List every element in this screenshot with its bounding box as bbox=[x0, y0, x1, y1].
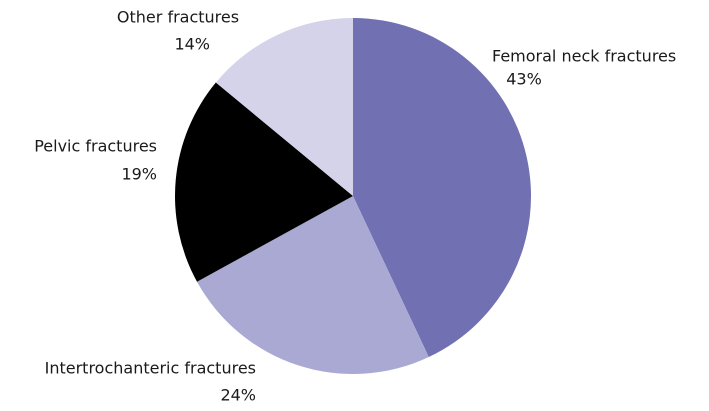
slice-label: Other fractures bbox=[117, 8, 239, 27]
slice-label: Femoral neck fractures bbox=[492, 47, 676, 66]
pie-slice bbox=[175, 82, 353, 282]
slice-label: Pelvic fractures bbox=[34, 137, 157, 156]
slice-value-label: 24% bbox=[220, 386, 256, 405]
slice-label: Intertrochanteric fractures bbox=[45, 359, 256, 378]
pie-slice bbox=[353, 18, 532, 358]
slice-value-label: 43% bbox=[506, 70, 542, 89]
pie-slice bbox=[197, 196, 429, 374]
slice-value-label: 19% bbox=[121, 165, 157, 184]
pie-slice bbox=[215, 18, 353, 196]
slice-value-label: 14% bbox=[174, 35, 210, 54]
